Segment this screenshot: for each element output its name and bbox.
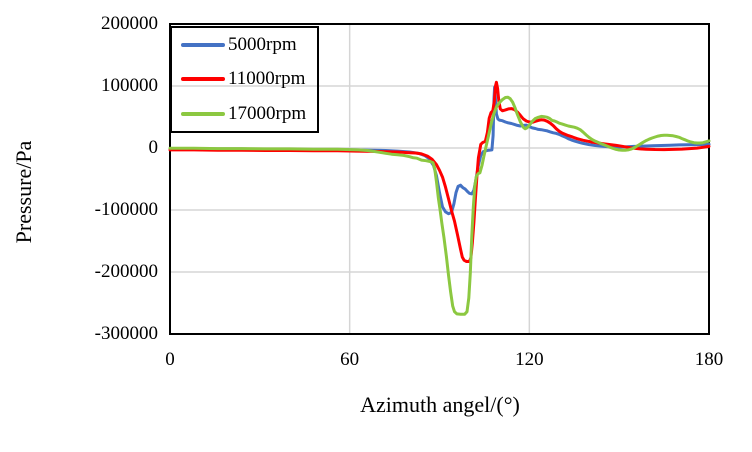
y-tick-label: 0 — [148, 137, 159, 158]
x-tick-label: 120 — [515, 349, 544, 370]
x-axis-title: Azimuth angel/(°) — [360, 392, 520, 417]
y-tick-label: 100000 — [101, 75, 158, 96]
legend-item-11000rpm: 11000rpm — [181, 69, 317, 89]
y-tick-label: -100000 — [94, 199, 158, 220]
legend-line-swatch-11000rpm — [181, 77, 225, 82]
x-tick-label: 0 — [165, 349, 175, 370]
y-tick-label: 200000 — [101, 13, 158, 34]
plot-border — [169, 23, 710, 335]
legend-label-11000rpm: 11000rpm — [228, 68, 306, 90]
x-tick-label: 60 — [340, 349, 360, 370]
legend-line-swatch-17000rpm — [181, 111, 225, 116]
legend-item-17000rpm: 17000rpm — [181, 102, 317, 124]
legend-label-17000rpm: 17000rpm — [228, 102, 307, 124]
legend-item-5000rpm: 5000rpm — [181, 35, 317, 55]
legend-label-5000rpm: 5000rpm — [228, 34, 297, 56]
y-tick-label: -200000 — [94, 261, 158, 282]
legend-line-swatch-5000rpm — [181, 43, 225, 48]
y-axis-title: Pressure/Pa — [11, 140, 36, 244]
x-tick-label: 180 — [694, 349, 724, 370]
series-line-17000rpm — [168, 95, 711, 316]
y-tick-label: -300000 — [94, 323, 158, 344]
chart-legend: 5000rpm 11000rpm 17000rpm — [170, 26, 319, 133]
